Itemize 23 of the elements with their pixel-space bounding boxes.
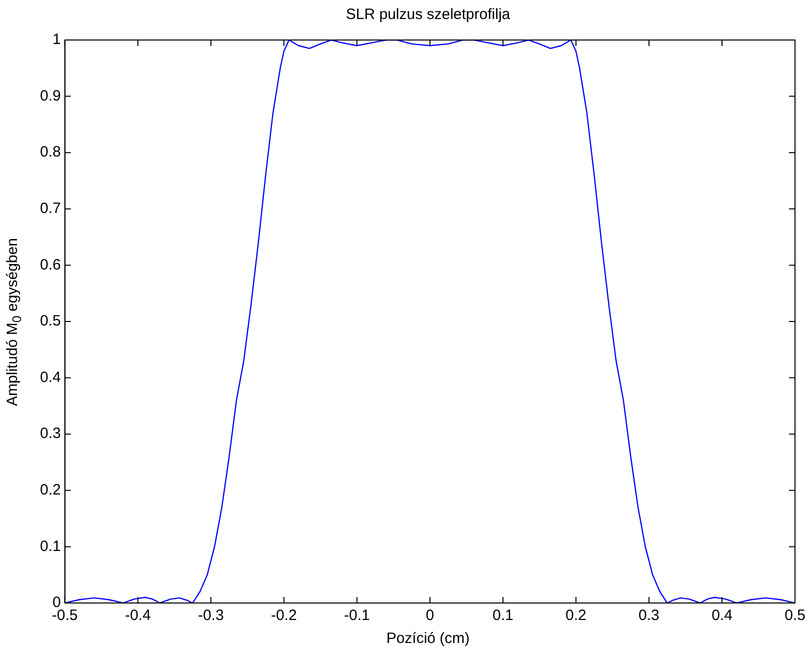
x-tick-label: -0.5 bbox=[52, 607, 78, 624]
y-tick-label: 0.8 bbox=[40, 144, 61, 161]
x-tick-label: 0.4 bbox=[712, 607, 732, 624]
chart-title: SLR pulzus szeletprofilja bbox=[344, 6, 512, 23]
x-tick-label: 0.2 bbox=[566, 607, 586, 624]
x-tick-label: 0.3 bbox=[638, 607, 660, 624]
y-tick-label: 0.1 bbox=[40, 538, 61, 555]
x-tick-label: -0.2 bbox=[270, 607, 297, 624]
y-tick-label: 0.9 bbox=[40, 87, 61, 104]
y-tick-label: 0.4 bbox=[40, 368, 61, 386]
x-tick-label: -0.1 bbox=[344, 607, 370, 624]
x-tick-label: 0.5 bbox=[784, 607, 806, 624]
y-tick-label: 0.7 bbox=[40, 200, 61, 218]
y-tick-label: 1 bbox=[52, 31, 61, 48]
y-tick-label: 0.5 bbox=[40, 312, 61, 330]
y-tick-label: 0.2 bbox=[40, 482, 61, 499]
y-tick-label: 0.3 bbox=[40, 425, 61, 442]
x-tick-label: -0.4 bbox=[124, 607, 151, 624]
x-tick-label: 0 bbox=[426, 607, 434, 624]
x-tick-label: -0.3 bbox=[198, 607, 224, 624]
x-axis-title: Pozíció (cm) bbox=[385, 630, 471, 647]
x-tick-label: 0.1 bbox=[492, 607, 514, 624]
y-tick-label: 0.6 bbox=[40, 256, 61, 274]
